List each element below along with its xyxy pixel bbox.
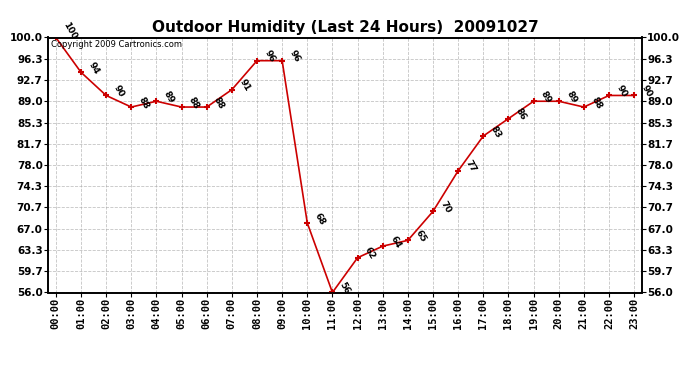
Title: Outdoor Humidity (Last 24 Hours)  20091027: Outdoor Humidity (Last 24 Hours) 2009102…	[152, 20, 538, 35]
Text: 89: 89	[539, 89, 553, 105]
Text: 83: 83	[489, 124, 503, 140]
Text: 89: 89	[162, 89, 176, 105]
Text: 77: 77	[464, 159, 478, 174]
Text: 90: 90	[615, 84, 629, 99]
Text: 65: 65	[413, 228, 428, 244]
Text: 90: 90	[640, 84, 653, 99]
Text: 100: 100	[61, 20, 79, 41]
Text: Copyright 2009 Cartronics.com: Copyright 2009 Cartronics.com	[51, 40, 182, 49]
Text: 96: 96	[288, 49, 302, 64]
Text: 56: 56	[338, 280, 352, 296]
Text: 96: 96	[263, 49, 277, 64]
Text: 90: 90	[112, 84, 126, 99]
Text: 88: 88	[213, 95, 226, 110]
Text: 68: 68	[313, 211, 327, 226]
Text: 62: 62	[363, 246, 377, 261]
Text: 86: 86	[514, 107, 528, 122]
Text: 70: 70	[439, 200, 453, 215]
Text: 88: 88	[187, 95, 201, 110]
Text: 91: 91	[237, 78, 252, 93]
Text: 89: 89	[564, 89, 578, 105]
Text: 88: 88	[589, 95, 604, 110]
Text: 64: 64	[388, 234, 402, 249]
Text: 88: 88	[137, 95, 151, 110]
Text: 94: 94	[86, 60, 101, 76]
